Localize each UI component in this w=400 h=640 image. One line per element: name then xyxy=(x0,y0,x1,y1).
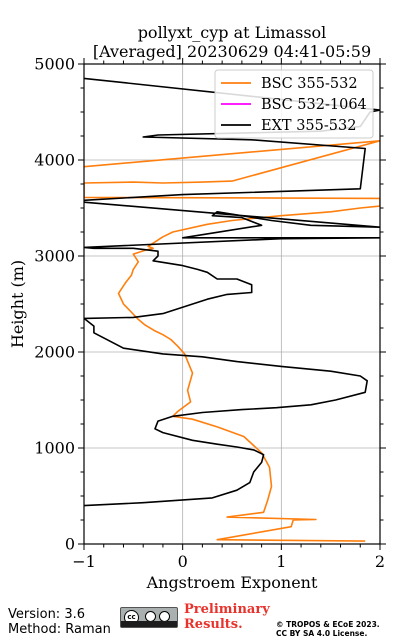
legend-label: BSC 355-532 xyxy=(261,76,358,92)
legend-label: BSC 532-1064 xyxy=(261,97,367,113)
legend-label: EXT 355-532 xyxy=(261,118,356,134)
series-line-ext-355-532 xyxy=(84,77,380,507)
y-tick-label: 5000 xyxy=(34,55,75,74)
y-tick-label: 4000 xyxy=(34,151,75,170)
x-axis-label: Angstroem Exponent xyxy=(146,573,318,592)
legend: BSC 355-532 BSC 532-1064 EXT 355-532 xyxy=(214,69,374,139)
cc-license-badge: cc xyxy=(120,607,178,628)
preliminary-line1: Preliminary xyxy=(184,602,270,617)
chart: pollyxt_cyp at Limassol [Averaged] 20230… xyxy=(8,23,386,592)
chart-title-line1: pollyxt_cyp at Limassol xyxy=(138,23,327,42)
copyright-line1: © TROPOS & ECoE 2023. xyxy=(276,620,380,629)
method-label: Method: Raman xyxy=(8,622,111,637)
y-tick-label: 0 xyxy=(65,535,75,554)
copyright-note: © TROPOS & ECoE 2023. CC BY SA 4.0 Licen… xyxy=(276,620,380,638)
y-axis-label: Height (m) xyxy=(8,260,27,348)
y-tick-label: 2000 xyxy=(34,343,75,362)
badge-lower-bar xyxy=(121,621,177,627)
copyright-line2: CC BY SA 4.0 License. xyxy=(276,629,368,638)
version-label: Version: 3.6 xyxy=(8,607,85,622)
x-tick-label: 0 xyxy=(178,552,188,571)
preliminary-results-note: Preliminary Results. xyxy=(184,602,270,632)
y-tick-label: 3000 xyxy=(34,247,75,266)
chart-title-line2: [Averaged] 20230629 04:41-05:59 xyxy=(93,42,371,61)
x-tick-label: −1 xyxy=(72,552,96,571)
preliminary-line2: Results. xyxy=(184,617,243,632)
x-tick-label: 1 xyxy=(276,552,286,571)
legend-box xyxy=(214,69,374,139)
series-line-bsc-355-532 xyxy=(84,140,380,542)
x-tick-label: 2 xyxy=(375,552,385,571)
plot-frame xyxy=(83,63,381,545)
series-layer xyxy=(84,77,380,542)
y-tick-label: 1000 xyxy=(34,439,75,458)
